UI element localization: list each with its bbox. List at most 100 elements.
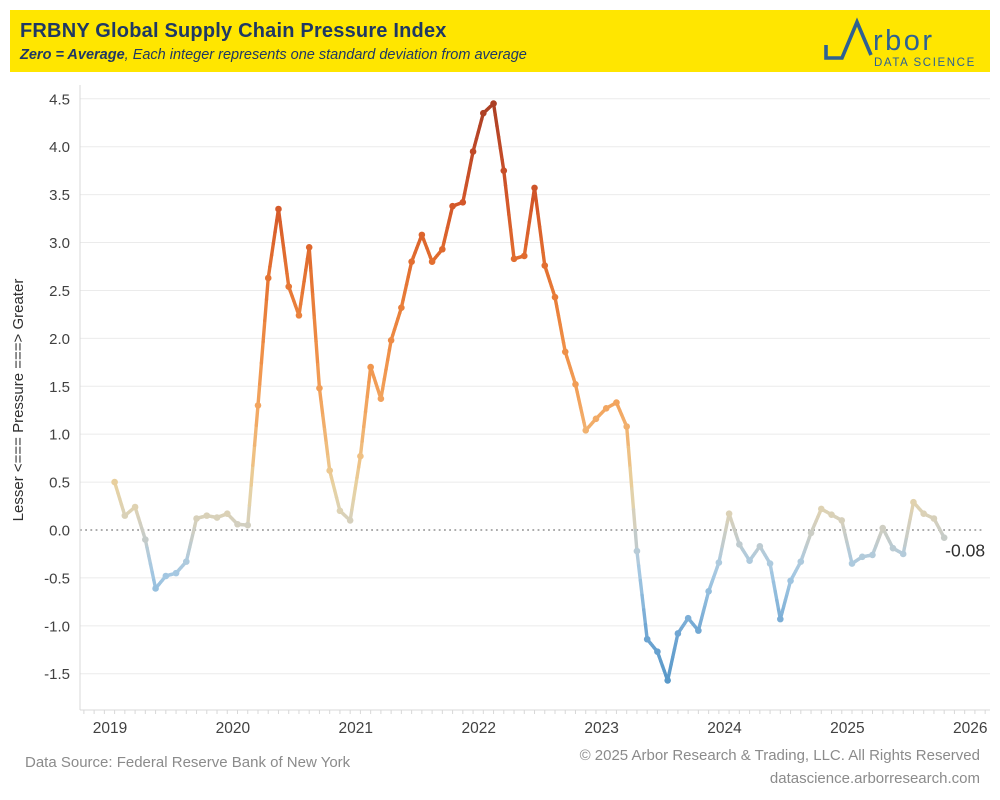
data-point[interactable] <box>275 205 282 213</box>
data-point[interactable] <box>469 148 477 155</box>
gscpi-line-chart[interactable]: 4.5 4.0 3.5 3.0 2.5 2.0 1.5 1.0 0.5 0.0 -0.5 -1.0 -1… <box>0 72 1000 740</box>
series-segment <box>249 463 255 487</box>
data-point[interactable] <box>510 255 518 263</box>
data-point[interactable] <box>367 363 374 371</box>
series-segment <box>508 227 515 246</box>
series-segment <box>534 199 540 216</box>
data-point[interactable] <box>387 336 395 344</box>
data-point[interactable] <box>930 515 938 522</box>
data-point[interactable] <box>654 648 661 655</box>
series-segment <box>256 382 262 408</box>
data-point[interactable] <box>490 100 497 107</box>
data-point[interactable] <box>705 588 712 595</box>
data-point[interactable] <box>592 415 600 423</box>
data-point[interactable] <box>111 478 118 486</box>
data-point[interactable] <box>346 517 354 524</box>
data-point[interactable] <box>797 558 805 565</box>
data-point[interactable] <box>869 551 876 559</box>
data-point[interactable] <box>817 505 825 513</box>
series-segment <box>271 230 277 246</box>
data-point[interactable] <box>326 467 333 474</box>
data-point[interactable] <box>920 510 928 518</box>
data-point[interactable] <box>940 534 948 541</box>
data-point[interactable] <box>459 198 467 206</box>
data-point[interactable] <box>520 252 528 260</box>
data-point[interactable] <box>162 572 170 580</box>
series-segment <box>624 424 631 449</box>
data-point[interactable] <box>295 312 303 319</box>
data-point[interactable] <box>848 560 856 567</box>
data-point[interactable] <box>203 512 211 519</box>
data-point[interactable] <box>787 577 794 585</box>
data-point[interactable] <box>500 167 508 174</box>
data-point[interactable] <box>398 304 405 311</box>
data-point[interactable] <box>357 452 364 460</box>
data-point[interactable] <box>531 184 538 192</box>
data-point[interactable] <box>172 569 180 577</box>
data-point[interactable] <box>428 258 436 266</box>
data-point[interactable] <box>418 231 426 239</box>
series-segment <box>312 316 318 343</box>
data-point[interactable] <box>561 348 569 356</box>
data-point[interactable] <box>807 529 815 537</box>
data-point[interactable] <box>623 423 630 430</box>
data-point[interactable] <box>777 615 784 623</box>
data-point[interactable] <box>244 521 252 529</box>
data-point[interactable] <box>838 517 846 524</box>
data-point[interactable] <box>142 536 149 543</box>
data-point[interactable] <box>766 560 774 567</box>
data-point[interactable] <box>285 283 293 290</box>
data-point[interactable] <box>377 395 385 403</box>
data-point[interactable] <box>316 384 323 392</box>
data-point[interactable] <box>613 399 620 406</box>
data-point[interactable] <box>674 630 682 637</box>
series-segment <box>640 593 646 612</box>
data-point[interactable] <box>725 510 733 518</box>
data-point[interactable] <box>305 244 313 251</box>
data-point[interactable] <box>910 498 917 506</box>
data-point[interactable] <box>715 559 723 566</box>
data-point[interactable] <box>183 558 190 565</box>
data-point[interactable] <box>643 635 651 643</box>
series-segment <box>353 475 359 491</box>
data-point[interactable] <box>828 511 835 518</box>
data-point[interactable] <box>746 557 753 564</box>
data-point[interactable] <box>879 524 887 532</box>
series-segment <box>493 113 499 128</box>
data-point[interactable] <box>449 202 456 210</box>
data-point[interactable] <box>223 510 231 518</box>
data-point[interactable] <box>736 541 743 548</box>
data-point[interactable] <box>633 547 641 555</box>
data-point[interactable] <box>756 542 764 550</box>
data-point[interactable] <box>889 544 897 552</box>
data-point[interactable] <box>695 627 702 634</box>
data-point[interactable] <box>582 427 590 434</box>
data-point[interactable] <box>193 515 200 522</box>
series-segment <box>280 233 286 250</box>
data-point[interactable] <box>551 293 559 301</box>
data-point[interactable] <box>213 514 221 521</box>
series-segment <box>630 487 636 512</box>
data-point[interactable] <box>664 677 671 684</box>
data-point[interactable] <box>602 405 610 412</box>
data-point[interactable] <box>439 245 446 253</box>
data-point[interactable] <box>152 585 159 592</box>
data-point[interactable] <box>264 274 272 282</box>
data-point[interactable] <box>899 550 907 558</box>
data-point[interactable] <box>234 520 241 528</box>
data-point[interactable] <box>572 381 579 388</box>
data-point[interactable] <box>254 402 262 409</box>
x-tick-label: 2021 <box>339 720 373 737</box>
data-point[interactable] <box>858 553 866 561</box>
data-point[interactable] <box>131 503 139 511</box>
data-point[interactable] <box>684 614 692 622</box>
series-segment <box>360 424 366 444</box>
series-segment <box>257 361 264 386</box>
data-point[interactable] <box>408 258 415 266</box>
series-segment <box>300 279 306 295</box>
data-point[interactable] <box>121 512 129 519</box>
y-tick-label: 0.5 <box>49 475 70 492</box>
data-point[interactable] <box>336 507 344 515</box>
data-point[interactable] <box>541 262 549 269</box>
data-point[interactable] <box>480 109 487 117</box>
